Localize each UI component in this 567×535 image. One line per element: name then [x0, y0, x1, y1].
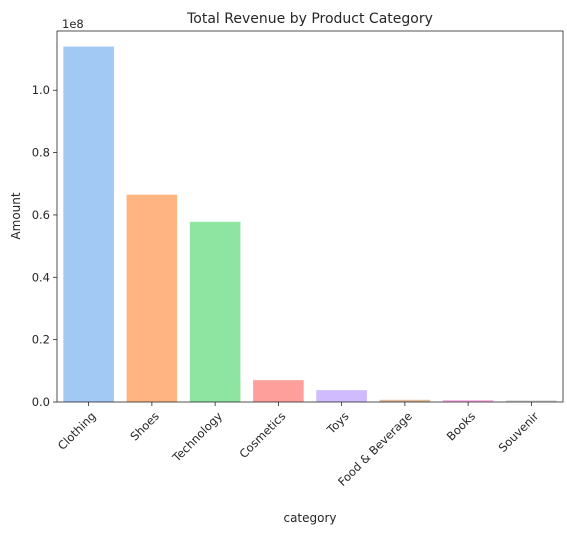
- x-tick-label: Books: [444, 409, 478, 443]
- bar-cosmetics: [253, 380, 304, 402]
- y-tick-label: 0.2: [32, 333, 50, 347]
- x-axis-ticks: Clothing Shoes Technology Cosmetics ToysFood…: [55, 402, 542, 489]
- x-tick-label: Clothing: [55, 409, 99, 453]
- bar-food-beverage: [379, 399, 431, 402]
- x-tick-label: Toys: [323, 409, 351, 437]
- bar-toys: [316, 390, 367, 402]
- bars: [63, 46, 557, 403]
- bar-clothing: [63, 46, 114, 403]
- y-axis-offset-label: 1e8: [62, 17, 84, 31]
- y-tick-label: 1.0: [32, 83, 50, 97]
- x-tick-label: Cosmetics: [236, 409, 288, 461]
- x-tick-label: Souvenir: [496, 409, 542, 455]
- bar-technology: [189, 221, 241, 402]
- plot-frame: [56, 30, 564, 403]
- y-axis-label: Amount: [9, 192, 23, 239]
- bar-books: [442, 400, 494, 402]
- bar-souvenir: [506, 400, 557, 402]
- y-tick-label: 0.0: [32, 395, 50, 409]
- x-tick-label: Technology: [169, 409, 225, 465]
- chart-title: Total Revenue by Product Category: [186, 11, 433, 27]
- y-tick-label: 0.4: [32, 270, 50, 284]
- y-tick-label: 0.8: [32, 146, 50, 160]
- x-tick-label: Shoes: [127, 409, 161, 443]
- x-axis-label: category: [283, 511, 336, 525]
- bar-shoes: [126, 194, 178, 402]
- y-axis-ticks: 0.0 0.2 0.4 0.6 0.8 1.0: [32, 83, 57, 409]
- y-tick-label: 0.6: [32, 208, 50, 222]
